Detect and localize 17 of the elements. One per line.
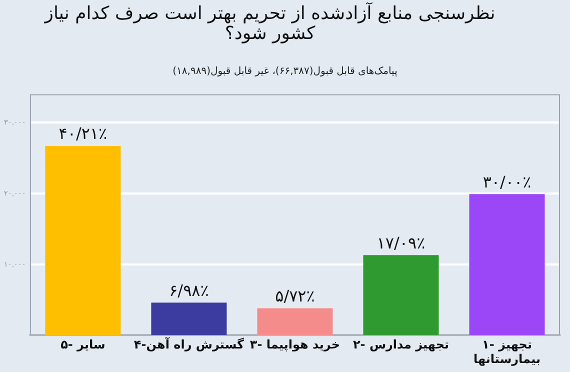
x-tick-label: ۱- تجهیز بیمارستانها <box>473 338 540 366</box>
bar <box>151 302 227 336</box>
bar <box>469 194 545 336</box>
data-label: ۴۰/۲۱٪ <box>58 124 108 144</box>
chart-title: نظرسنجی منابع آزادشده از تحریم بهتر است صرف کدام نیاز کشور شود؟ <box>43 3 496 44</box>
bar <box>363 255 439 336</box>
bar <box>257 308 333 336</box>
x-tick-label: ۵- سایر <box>60 338 106 352</box>
data-label: ۳۰/۰۰٪ <box>482 172 532 192</box>
x-tick-label: ۲- تجهیز مدارس <box>352 338 450 352</box>
x-tick-label: ۴-گسترش راه آهن <box>134 336 244 352</box>
bar <box>45 146 121 336</box>
x-tick-label: ۳- خرید هواپیما <box>250 338 340 352</box>
data-label: ۶/۹۸٪ <box>169 280 209 300</box>
chart-subtitle: پیامک‌های قابل قبول(۶۶,۳۸۷)، غیر قابل قبول(۱۸,۹۸۹) <box>172 66 398 77</box>
data-label: ۱۷/۰۹٪ <box>376 233 426 252</box>
data-label: ۵/۷۲٪ <box>275 286 315 306</box>
